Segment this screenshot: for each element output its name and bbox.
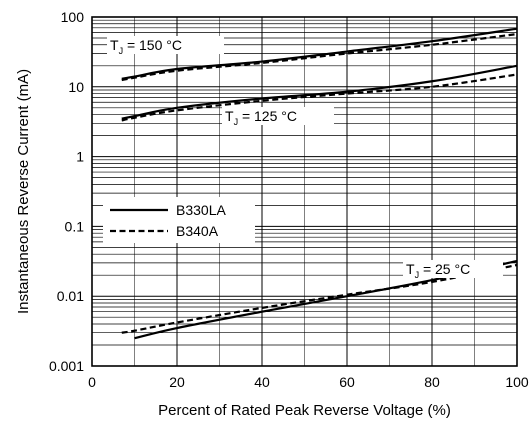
- legend-label-b340a: B340A: [176, 223, 219, 239]
- annotation-label: TJ = 125 °C: [225, 108, 297, 127]
- annotation-tj-150: TJ = 150 °C: [107, 36, 224, 56]
- x-tick-label: 80: [424, 374, 440, 390]
- legend-label-b330la: B330LA: [176, 202, 226, 218]
- series-line-b330la-150: [121, 27, 518, 80]
- grid: [92, 17, 517, 366]
- legend-box: [103, 197, 255, 243]
- y-tick-label: 1: [76, 149, 84, 165]
- series-line-b330la-125: [121, 64, 518, 120]
- y-tick-label: 0.001: [49, 358, 84, 374]
- y-tick-label: 0.1: [65, 218, 85, 234]
- x-tick-label: 60: [339, 374, 355, 390]
- plot-frame: [91, 16, 518, 367]
- series-line-b340a-125: [121, 73, 518, 122]
- annotation-background: [107, 36, 224, 54]
- x-tick-label: 20: [169, 374, 185, 390]
- series-line-b340a-150: [121, 32, 518, 82]
- y-tick-label: 10: [68, 79, 84, 95]
- annotation-background: [222, 107, 334, 125]
- annotations: TJ = 150 °C TJ = 125 °C TJ = 25 °C: [107, 36, 503, 280]
- tick-labels: 0 20 40 60 80 100 0.001 0.01 0.1 1 10 100: [49, 9, 529, 390]
- x-tick-label: 0: [88, 374, 96, 390]
- x-tick-label: 100: [505, 374, 529, 390]
- series-layer: [121, 27, 518, 340]
- y-tick-label: 100: [61, 9, 85, 25]
- annotation-background: [403, 260, 503, 278]
- x-axis-label: Percent of Rated Peak Reverse Voltage (%…: [158, 402, 451, 419]
- annotation-label: TJ = 150 °C: [110, 37, 182, 56]
- annotation-label: TJ = 25 °C: [406, 261, 470, 280]
- y-tick-label: 0.01: [57, 288, 84, 304]
- annotation-tj-125: TJ = 125 °C: [222, 107, 334, 127]
- x-tick-label: 40: [254, 374, 270, 390]
- y-axis-label: Instantaneous Reverse Current (mA): [15, 69, 32, 314]
- series-line-b340a-25: [121, 263, 518, 334]
- annotation-tj-25: TJ = 25 °C: [403, 260, 503, 280]
- legend: B330LA B340A: [103, 197, 255, 243]
